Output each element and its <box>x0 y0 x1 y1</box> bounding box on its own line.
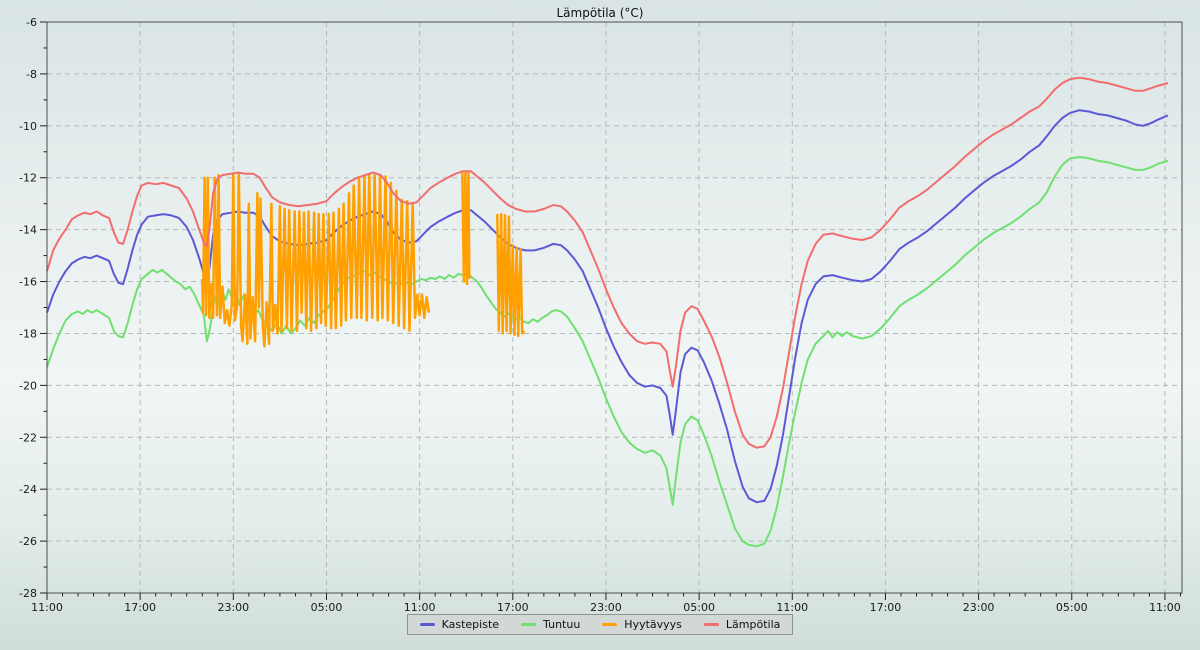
x-axis-label: 23:00 <box>590 601 622 614</box>
x-axis-label: 11:00 <box>776 601 808 614</box>
y-axis-label: -28 <box>19 587 37 600</box>
x-axis-label: 17:00 <box>124 601 156 614</box>
x-axis-label: 17:00 <box>870 601 902 614</box>
legend-box: Kastepiste Tuntuu Hyytävyys Lämpötila <box>406 614 794 635</box>
y-axis-label: -22 <box>19 431 37 444</box>
x-axis-label: 05:00 <box>683 601 715 614</box>
legend-label-tuntuu: Tuntuu <box>543 618 581 631</box>
y-axis-label: -16 <box>19 276 37 289</box>
series-line-lämpötila <box>46 76 1169 449</box>
legend-item-hyytavyys: Hyytävyys <box>602 618 682 631</box>
y-axis-label: -18 <box>19 327 37 340</box>
x-axis-label: 23:00 <box>217 601 249 614</box>
series-line-tuntuu <box>46 156 1169 548</box>
legend: Kastepiste Tuntuu Hyytävyys Lämpötila <box>0 614 1200 635</box>
y-axis-label: -14 <box>19 224 37 237</box>
x-axis-label: 17:00 <box>497 601 529 614</box>
legend-item-tuntuu: Tuntuu <box>521 618 580 631</box>
x-axis-label: 11:00 <box>1149 601 1181 614</box>
legend-item-kastepiste: Kastepiste <box>419 618 500 631</box>
x-axis-label: 11:00 <box>404 601 436 614</box>
chart-title: Lämpötila (°C) <box>556 6 644 20</box>
x-axis-label: 11:00 <box>31 601 63 614</box>
legend-dash-lampotila-icon <box>703 623 719 626</box>
y-axis-label: -6 <box>26 16 37 29</box>
y-axis-label: -10 <box>19 120 37 133</box>
series-line-hyytävyys <box>201 172 431 348</box>
y-axis-label: -26 <box>19 535 37 548</box>
legend-dash-tuntuu-icon <box>521 623 537 626</box>
x-axis-label: 23:00 <box>963 601 995 614</box>
legend-label-lampotila: Lämpötila <box>725 618 781 631</box>
x-axis-label: 05:00 <box>1056 601 1088 614</box>
series-line-hyytävyys <box>461 171 471 286</box>
legend-item-lampotila: Lämpötila <box>703 618 781 631</box>
legend-label-hyytavyys: Hyytävyys <box>624 618 682 631</box>
series-line-hyytävyys <box>496 212 526 338</box>
y-axis-label: -12 <box>19 172 37 185</box>
legend-label-kastepiste: Kastepiste <box>441 618 500 631</box>
legend-dash-kastepiste-icon <box>419 623 435 626</box>
x-axis-label: 05:00 <box>311 601 343 614</box>
y-axis-label: -20 <box>19 379 37 392</box>
legend-dash-hyytavyys-icon <box>602 623 618 626</box>
series-line-kastepiste <box>46 109 1169 504</box>
y-axis-label: -8 <box>26 68 37 81</box>
y-axis-label: -24 <box>19 483 37 496</box>
